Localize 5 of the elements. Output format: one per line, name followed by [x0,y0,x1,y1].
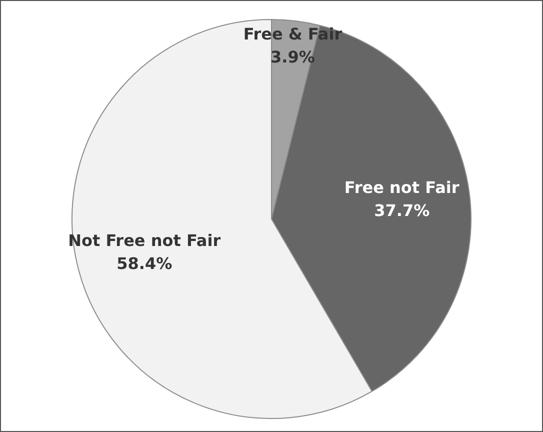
data-label: 37.7% [374,201,430,220]
slice-label: Free not Fair [344,178,460,198]
data-label: 3.9% [270,47,315,66]
slice-label: Not Free not Fair [68,231,221,250]
data-label: 58.4% [116,254,172,273]
